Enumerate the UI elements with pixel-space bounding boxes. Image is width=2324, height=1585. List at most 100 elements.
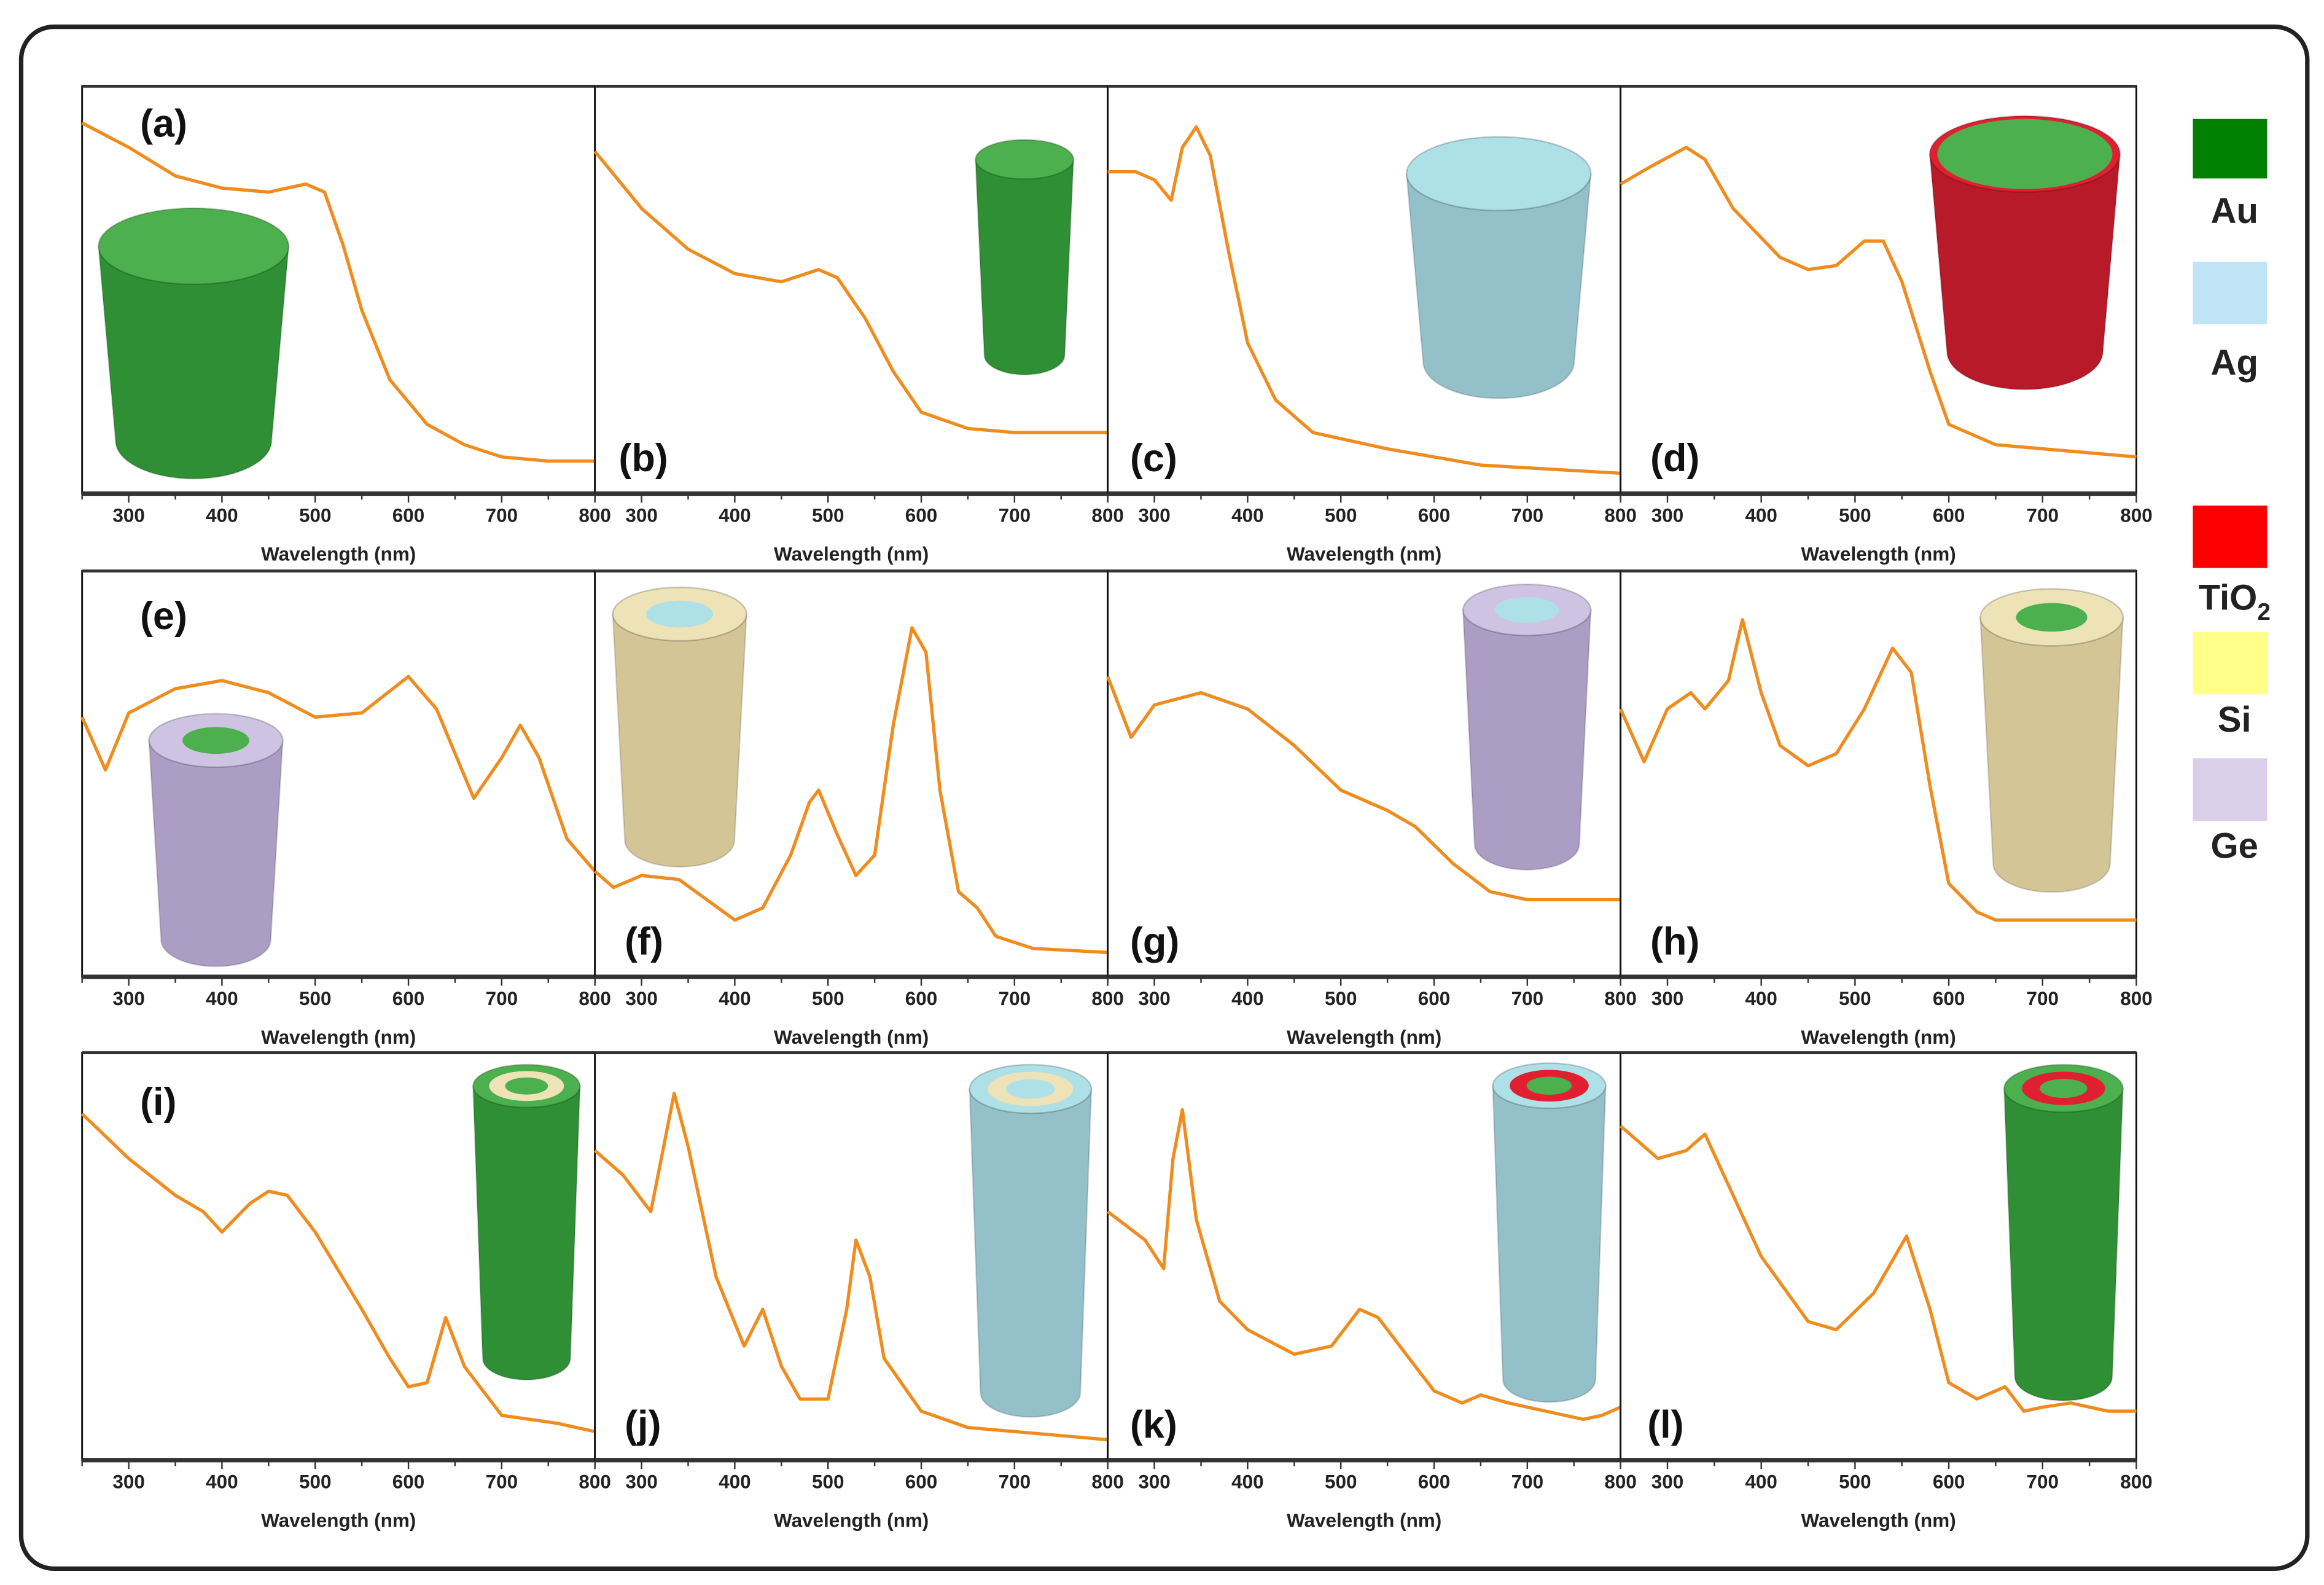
nanotube-body bbox=[1462, 609, 1592, 871]
x-tick-label: 400 bbox=[1745, 505, 1777, 526]
x-tick-label: 700 bbox=[486, 505, 518, 526]
nanotube-layer-au bbox=[2016, 603, 2088, 632]
nanotube-body bbox=[2003, 1087, 2124, 1402]
spectrum-line bbox=[1107, 125, 1621, 476]
legend-label: Si bbox=[2218, 700, 2252, 740]
nanotube-inset bbox=[1928, 115, 2121, 391]
x-tick-label: 300 bbox=[112, 505, 144, 526]
x-tick-label: 600 bbox=[905, 988, 937, 1009]
x-tick-label: 700 bbox=[1511, 1471, 1543, 1493]
nanotube-body bbox=[974, 158, 1075, 376]
x-tick-label: 500 bbox=[1325, 988, 1357, 1009]
legend-swatch bbox=[2193, 261, 2267, 324]
spectrum-line bbox=[593, 150, 1108, 434]
nanotube-body bbox=[969, 1088, 1093, 1418]
x-tick-label: 700 bbox=[999, 988, 1031, 1009]
x-tick-label: 800 bbox=[1091, 1471, 1123, 1493]
x-tick-label: 500 bbox=[1839, 505, 1871, 526]
x-tick-label: 400 bbox=[206, 505, 238, 526]
panel-e: 300 400 500 600 700 800 Wavelength (nm) (e) bbox=[80, 569, 611, 1048]
panel-a: 300 400 500 600 700 800 Wavelength (nm) (a) bbox=[81, 84, 611, 565]
x-tick-label: 700 bbox=[1511, 505, 1543, 526]
x-axis-title: Wavelength (nm) bbox=[774, 1027, 929, 1048]
nanotube-layer-ag bbox=[1495, 597, 1559, 623]
nanotube-layer-ag bbox=[646, 600, 714, 628]
nanotube-inset bbox=[974, 139, 1075, 376]
spectrum-line bbox=[1619, 1124, 2137, 1413]
x-tick-label: 400 bbox=[1231, 1471, 1263, 1493]
x-tick-label: 400 bbox=[206, 988, 238, 1009]
x-tick-label: 800 bbox=[1604, 505, 1636, 526]
panel-d: 300 400 500 600 700 800 Wavelength (nm) (d) bbox=[1620, 84, 2153, 565]
nanotube-body bbox=[612, 613, 747, 868]
legend-swatch bbox=[2193, 632, 2267, 695]
panel-label: (g) bbox=[1130, 920, 1179, 963]
legend-label: TiO2 bbox=[2199, 577, 2271, 625]
x-tick-label: 700 bbox=[2027, 1471, 2059, 1493]
nanotube-body bbox=[472, 1085, 581, 1381]
x-tick-label: 600 bbox=[1418, 1471, 1450, 1493]
nanotube-layer-ag bbox=[1006, 1079, 1055, 1099]
x-axis-title: Wavelength (nm) bbox=[774, 543, 929, 565]
x-tick-label: 600 bbox=[1933, 1471, 1965, 1493]
nanotube-body bbox=[1492, 1085, 1607, 1403]
panel-label: (i) bbox=[140, 1081, 176, 1124]
panel-f: 300 400 500 600 700 800 Wavelength (nm) (f) bbox=[593, 569, 1124, 1048]
x-tick-label: 400 bbox=[1231, 988, 1263, 1009]
x-tick-label: 400 bbox=[719, 505, 751, 526]
panel-label: (e) bbox=[140, 595, 187, 638]
nanotube-inset bbox=[612, 586, 747, 868]
x-tick-label: 800 bbox=[2120, 988, 2152, 1009]
nanotube-layer-au bbox=[182, 727, 249, 754]
legend-label: Ag bbox=[2211, 343, 2258, 383]
x-tick-label: 300 bbox=[112, 988, 144, 1009]
legend: Au Ag TiO2 Si Ge bbox=[2193, 119, 2271, 866]
nanotube-body bbox=[148, 740, 284, 968]
legend-swatch bbox=[2193, 505, 2267, 568]
x-tick-label: 500 bbox=[299, 1471, 331, 1493]
x-tick-label: 700 bbox=[2027, 988, 2059, 1009]
panel-label: (c) bbox=[1130, 437, 1177, 480]
legend-item-au: Au bbox=[2193, 119, 2267, 231]
nanotube-layer-au bbox=[505, 1077, 548, 1095]
x-tick-label: 600 bbox=[392, 1471, 424, 1493]
x-axis-title: Wavelength (nm) bbox=[261, 543, 416, 565]
x-tick-label: 500 bbox=[812, 988, 844, 1009]
x-tick-label: 300 bbox=[1651, 988, 1683, 1009]
panel-b: 300 400 500 600 700 800 Wavelength (nm) (b) bbox=[593, 84, 1124, 565]
x-tick-label: 800 bbox=[2120, 1471, 2152, 1493]
x-tick-label: 800 bbox=[579, 1471, 610, 1493]
x-tick-label: 400 bbox=[1745, 1471, 1777, 1493]
x-tick-label: 800 bbox=[579, 988, 610, 1009]
nanotube-inset bbox=[969, 1063, 1093, 1418]
nanotube-layer-au bbox=[2040, 1079, 2088, 1098]
panel-label: (a) bbox=[140, 103, 187, 146]
x-axis-title: Wavelength (nm) bbox=[1801, 1510, 1956, 1532]
x-tick-label: 300 bbox=[1651, 1471, 1683, 1493]
panel-label: (b) bbox=[618, 437, 668, 480]
x-tick-label: 300 bbox=[1651, 505, 1683, 526]
spectrum-line bbox=[80, 1113, 596, 1433]
panel-k: 300 400 500 600 700 800 Wavelength (nm) (k) bbox=[1107, 1051, 1637, 1532]
x-tick-label: 600 bbox=[1418, 988, 1450, 1009]
x-tick-label: 600 bbox=[905, 1471, 937, 1493]
panel-h: 300 400 500 600 700 800 Wavelength (nm) (h) bbox=[1619, 569, 2153, 1048]
spectrum-line bbox=[80, 675, 596, 873]
x-tick-label: 300 bbox=[625, 1471, 657, 1493]
x-tick-label: 500 bbox=[1325, 505, 1357, 526]
spectrum-line bbox=[1106, 676, 1621, 902]
legend-label-main: TiO bbox=[2199, 577, 2258, 617]
nanotube-body bbox=[97, 245, 290, 480]
nanotube-layer-au bbox=[1937, 119, 2113, 189]
x-tick-label: 300 bbox=[1138, 505, 1170, 526]
panel-c: 300 400 500 600 700 800 Wavelength (nm) (c) bbox=[1107, 84, 1637, 565]
spectrum-line bbox=[1620, 146, 2137, 459]
panel-j: 300 400 500 600 700 800 Wavelength (nm) (j) bbox=[593, 1051, 1124, 1532]
legend-item-tio2: TiO2 bbox=[2193, 505, 2271, 625]
panel-label: (f) bbox=[625, 920, 663, 963]
x-tick-label: 300 bbox=[625, 505, 657, 526]
x-tick-label: 500 bbox=[812, 1471, 844, 1493]
x-axis-title: Wavelength (nm) bbox=[1287, 1510, 1441, 1532]
x-axis-title: Wavelength (nm) bbox=[261, 1027, 416, 1048]
spectrum-line bbox=[593, 626, 1108, 955]
